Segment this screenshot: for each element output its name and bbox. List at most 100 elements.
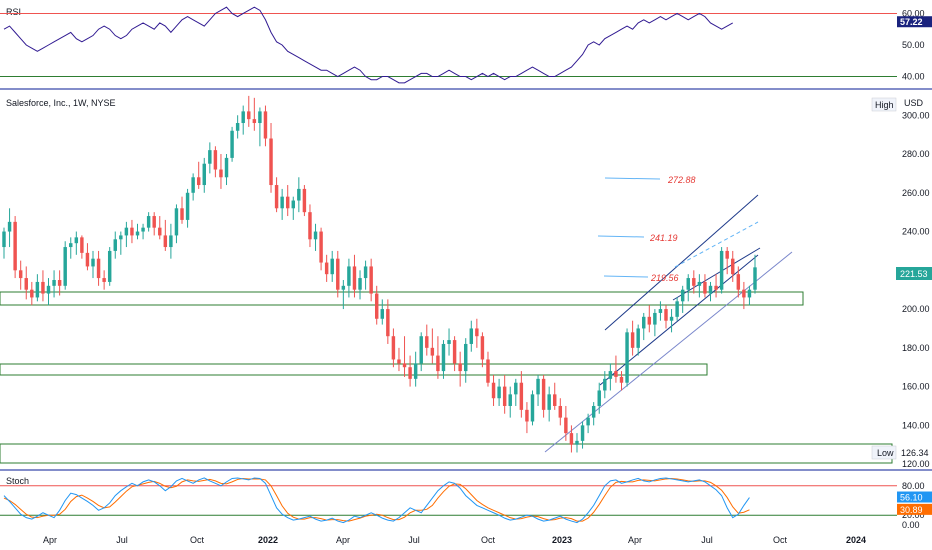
candle-body <box>141 227 145 232</box>
time-tick-label: 2024 <box>846 535 866 545</box>
candle-body <box>658 309 663 313</box>
price-tick-label: 180.00 <box>902 343 930 353</box>
candle-body <box>347 266 351 286</box>
low-label: Low <box>877 448 894 458</box>
candle-body <box>452 340 457 364</box>
candle-body <box>313 231 318 240</box>
candle-body <box>308 212 312 240</box>
candle-body <box>13 221 17 271</box>
rsi-value: 57.22 <box>900 17 923 27</box>
candle-body <box>2 231 6 248</box>
price-tick-label: 200.00 <box>902 304 930 314</box>
candle-body <box>241 111 245 124</box>
candle-body <box>580 425 585 441</box>
candle-body <box>519 382 524 410</box>
rsi-value-badge <box>897 16 932 28</box>
candle-body <box>575 440 579 445</box>
candle-body <box>369 266 373 294</box>
candle-body <box>119 235 123 240</box>
candle-body <box>213 150 218 170</box>
candle-body <box>102 278 106 282</box>
rsi-pane: RSI 60.00 50.00 40.00 57.22 <box>0 6 932 84</box>
candle-body <box>69 243 73 248</box>
price-pane: Salesforce, Inc., 1W, NYSE High USD 300.… <box>0 95 932 469</box>
time-tick-label: Apr <box>628 535 642 545</box>
stoch-tick-label: 80.00 <box>902 481 925 491</box>
candle-body <box>653 312 657 325</box>
candle-body <box>475 328 479 337</box>
candle-body <box>336 258 340 290</box>
candle-body <box>74 237 79 244</box>
projection-arrow-3[interactable] <box>603 275 649 278</box>
candle-body <box>408 367 412 379</box>
candle-body <box>230 130 234 158</box>
candle-body <box>258 111 262 124</box>
candle-body <box>358 278 362 290</box>
currency-label[interactable]: USD <box>904 98 924 108</box>
candle-body <box>441 343 446 372</box>
candle-body <box>202 163 206 186</box>
low-badge[interactable] <box>871 445 897 460</box>
projection-arrow-2[interactable] <box>597 235 645 238</box>
channel-lower-line[interactable] <box>544 251 793 453</box>
candle-body <box>525 409 529 422</box>
candle-body <box>24 278 28 290</box>
stoch-tick-label: 20.00 <box>902 510 925 520</box>
high-label: High <box>875 100 894 110</box>
candle-body <box>608 371 613 379</box>
rsi-label: RSI <box>6 7 21 17</box>
zone-middle[interactable] <box>0 363 708 376</box>
candle-body <box>196 177 201 186</box>
stoch-k-line <box>3 477 750 524</box>
candle-body <box>486 359 490 383</box>
candle-body <box>397 359 401 364</box>
candle-body <box>285 196 290 209</box>
candle-body <box>18 270 23 279</box>
time-tick-label: Apr <box>43 535 57 545</box>
candle-body <box>491 382 496 399</box>
candle-body <box>80 237 84 253</box>
candle-body <box>380 309 385 319</box>
time-tick-label: Oct <box>773 535 788 545</box>
candle-body <box>514 382 518 395</box>
rsi-tick-label: 60.00 <box>902 8 925 18</box>
high-badge[interactable] <box>871 97 897 112</box>
candle-body <box>692 278 696 286</box>
candle-body <box>480 336 485 360</box>
candle-body <box>469 328 474 344</box>
candle-body <box>425 336 429 348</box>
candle-body <box>7 221 12 232</box>
time-axis[interactable]: Apr Jul Oct 2022 Apr Jul Oct 2023 Apr Jul Oct 2024 <box>43 535 866 545</box>
candles[interactable] <box>2 95 757 453</box>
last-price: 221.53 <box>900 269 928 279</box>
low-price: 126.34 <box>901 448 929 458</box>
candle-body <box>224 157 229 178</box>
candle-body <box>630 332 635 348</box>
candle-body <box>719 250 724 290</box>
candle-body <box>708 285 713 294</box>
candle-body <box>458 363 462 372</box>
stoch-d-value: 30.89 <box>900 505 923 515</box>
candle-body <box>235 123 240 131</box>
candle-body <box>586 417 590 426</box>
candle-body <box>46 285 51 294</box>
candle-body <box>247 111 251 120</box>
projection-arrow-1[interactable] <box>604 177 661 180</box>
time-tick-label: Jul <box>408 535 420 545</box>
symbol-title: Salesforce, Inc., 1W, NYSE <box>6 98 116 108</box>
price-tick-label: 300.00 <box>902 110 930 120</box>
candle-body <box>675 301 679 317</box>
candle-body <box>352 266 357 290</box>
candle-body <box>124 227 129 236</box>
stoch-k-badge <box>897 491 932 503</box>
channel-inner-top[interactable] <box>674 221 759 268</box>
channel-inner-line[interactable] <box>672 247 761 301</box>
candle-body <box>697 281 702 286</box>
candle-body <box>302 188 307 213</box>
channel-upper-line[interactable] <box>604 194 759 331</box>
rsi-tick-label: 40.00 <box>902 72 925 82</box>
zone-upper[interactable] <box>0 291 804 306</box>
candle-body <box>297 188 301 201</box>
candle-body <box>91 258 95 267</box>
